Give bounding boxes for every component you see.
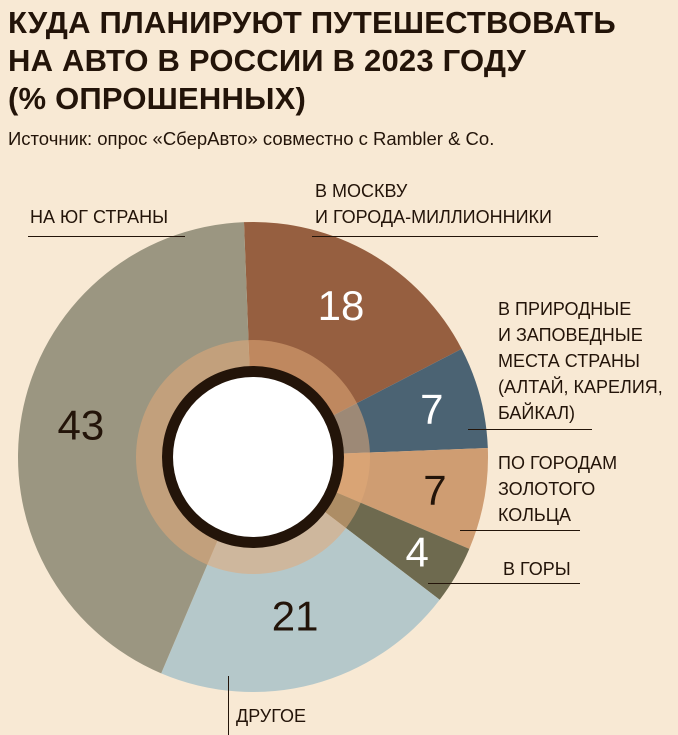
chart-title: КУДА ПЛАНИРУЮТ ПУТЕШЕСТВОВАТЬ НА АВТО В …	[8, 4, 616, 118]
slice-value-label: 7	[420, 386, 443, 433]
source-note: Источник: опрос «СберАвто» совместно с R…	[8, 128, 495, 149]
callout-line	[460, 530, 580, 531]
label-golden-ring: ПО ГОРОДАМ ЗОЛОТОГО КОЛЬЦА	[498, 453, 618, 525]
title-line: (% ОПРОШЕННЫХ)	[8, 81, 307, 116]
callout-line	[28, 236, 185, 237]
label-other: ДРУГОЕ	[236, 706, 306, 726]
slice-value-label: 21	[272, 593, 319, 640]
callout-line	[312, 236, 598, 237]
label-nature: В ПРИРОДНЫЕ И ЗАПОВЕДНЫЕ МЕСТА СТРАНЫ (АЛТА…	[498, 299, 663, 423]
callout-line	[468, 429, 592, 430]
slice-value-label: 4	[406, 529, 429, 576]
callout-line	[228, 676, 229, 735]
label-mountains: В ГОРЫ	[503, 559, 571, 579]
pie-slice	[17, 222, 253, 674]
title-line: КУДА ПЛАНИРУЮТ ПУТЕШЕСТВОВАТЬ	[8, 5, 616, 40]
callout-line	[428, 583, 580, 584]
center-hole	[173, 377, 333, 537]
label-south: НА ЮГ СТРАНЫ	[30, 207, 169, 227]
slice-value-label: 43	[58, 401, 105, 448]
slice-value-label: 7	[423, 466, 446, 513]
title-line: НА АВТО В РОССИИ В 2023 ГОДУ	[8, 43, 526, 78]
label-moscow: В МОСКВУ И ГОРОДА-МИЛЛИОННИКИ	[315, 181, 552, 227]
slice-value-label: 18	[318, 282, 365, 329]
